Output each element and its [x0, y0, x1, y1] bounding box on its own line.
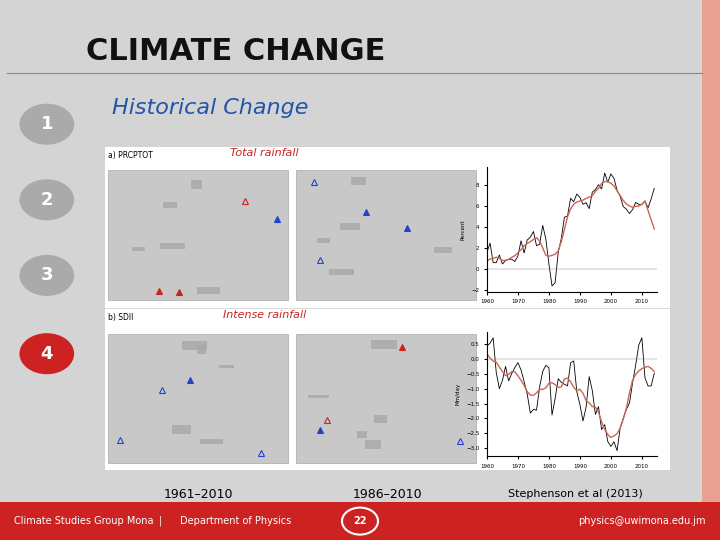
Bar [197, 287, 220, 294]
Text: 1961–2010: 1961–2010 [164, 488, 233, 501]
Text: 2: 2 [40, 191, 53, 209]
Bar [219, 365, 234, 368]
Y-axis label: Percent: Percent [461, 219, 466, 240]
Bar [308, 395, 329, 397]
Bar [104, 146, 670, 470]
Bar [374, 415, 387, 423]
Bar [371, 340, 397, 349]
Text: Intense rainfall: Intense rainfall [223, 310, 306, 321]
Text: Total rainfall: Total rainfall [230, 148, 299, 159]
Bar [297, 170, 476, 300]
Bar [340, 223, 361, 230]
Bar [197, 345, 207, 354]
Bar [163, 202, 177, 207]
Text: 4: 4 [40, 345, 53, 363]
Bar [182, 341, 207, 350]
Bar [108, 334, 288, 463]
Text: Climate Studies Group Mona: Climate Studies Group Mona [14, 516, 154, 526]
Text: b) SDII: b) SDII [108, 313, 133, 322]
Bar [7, 22, 58, 76]
Bar [191, 180, 202, 189]
Bar [108, 170, 288, 300]
Text: physics@uwimona.edu.jm: physics@uwimona.edu.jm [578, 516, 706, 526]
Y-axis label: Mm/day: Mm/day [455, 383, 460, 406]
Circle shape [19, 179, 74, 220]
Bar [365, 440, 381, 449]
Text: 3: 3 [40, 266, 53, 285]
Bar [328, 269, 354, 275]
Bar [0, 502, 720, 540]
Bar [172, 425, 192, 434]
Text: Stephenson et al (2013): Stephenson et al (2013) [508, 489, 643, 499]
Bar [160, 244, 185, 249]
Circle shape [19, 333, 74, 374]
Text: CLIMATE CHANGE: CLIMATE CHANGE [86, 37, 386, 66]
Text: 1986–2010: 1986–2010 [352, 488, 422, 501]
Circle shape [19, 104, 74, 145]
Bar [317, 238, 330, 242]
Bar [356, 431, 367, 438]
Bar [702, 0, 720, 502]
Text: Department of Physics: Department of Physics [180, 516, 292, 526]
Bar [200, 439, 223, 444]
Bar [297, 334, 476, 463]
Bar [434, 247, 452, 253]
Text: |: | [158, 516, 162, 526]
Bar [351, 177, 366, 185]
Text: 1: 1 [40, 115, 53, 133]
Text: Historical Change: Historical Change [112, 98, 308, 118]
Circle shape [19, 255, 74, 296]
Circle shape [342, 508, 378, 535]
Text: 22: 22 [354, 516, 366, 526]
Text: a) PRCPTOT: a) PRCPTOT [108, 151, 153, 160]
Bar [132, 247, 145, 251]
